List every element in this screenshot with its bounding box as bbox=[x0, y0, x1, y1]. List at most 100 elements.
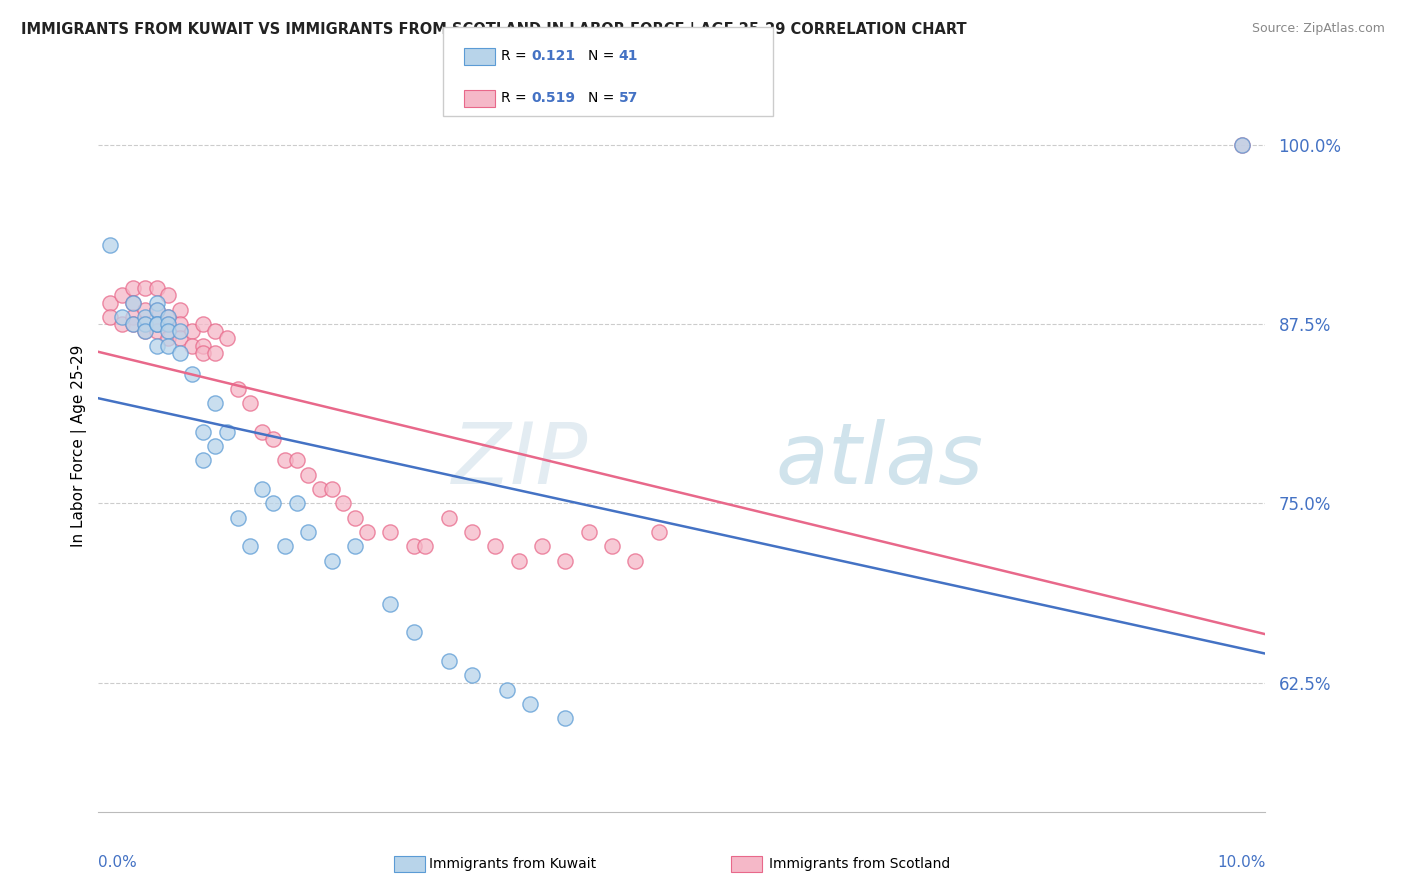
Point bbox=[157, 317, 180, 331]
Point bbox=[193, 317, 215, 331]
Point bbox=[193, 453, 215, 467]
Point bbox=[111, 310, 134, 324]
Point bbox=[134, 324, 156, 338]
Point bbox=[380, 597, 402, 611]
Point bbox=[274, 453, 297, 467]
Text: N =: N = bbox=[588, 49, 619, 63]
Point bbox=[169, 324, 191, 338]
Point bbox=[193, 425, 215, 439]
Point bbox=[146, 295, 169, 310]
Text: Source: ZipAtlas.com: Source: ZipAtlas.com bbox=[1251, 22, 1385, 36]
Point bbox=[380, 524, 402, 539]
Point bbox=[134, 281, 156, 295]
Text: ZIP: ZIP bbox=[453, 419, 589, 502]
Point bbox=[285, 496, 308, 510]
Point bbox=[146, 338, 169, 352]
Point bbox=[111, 288, 134, 302]
Point bbox=[146, 317, 169, 331]
Point bbox=[98, 238, 121, 252]
Text: 0.121: 0.121 bbox=[531, 49, 575, 63]
Point bbox=[239, 396, 262, 410]
Point bbox=[484, 540, 506, 554]
Point bbox=[647, 524, 669, 539]
Point bbox=[285, 453, 308, 467]
Point bbox=[204, 439, 226, 453]
Text: 0.519: 0.519 bbox=[531, 91, 575, 105]
Point bbox=[262, 496, 284, 510]
Text: N =: N = bbox=[588, 91, 619, 105]
Point bbox=[228, 382, 250, 396]
Point bbox=[437, 510, 460, 524]
Point bbox=[1230, 137, 1253, 152]
Text: Immigrants from Kuwait: Immigrants from Kuwait bbox=[429, 857, 596, 871]
Point bbox=[157, 310, 180, 324]
Point bbox=[122, 295, 145, 310]
Point bbox=[122, 317, 145, 331]
Point bbox=[624, 554, 647, 568]
Point bbox=[204, 396, 226, 410]
Point bbox=[134, 310, 156, 324]
Point bbox=[508, 554, 530, 568]
Point bbox=[356, 524, 378, 539]
Text: 10.0%: 10.0% bbox=[1218, 855, 1265, 870]
Point bbox=[461, 524, 484, 539]
Point bbox=[180, 368, 202, 382]
Point bbox=[321, 554, 343, 568]
Point bbox=[169, 331, 191, 345]
Point bbox=[554, 554, 576, 568]
Point bbox=[98, 295, 121, 310]
Point bbox=[122, 317, 145, 331]
Point bbox=[180, 338, 202, 352]
Point bbox=[413, 540, 436, 554]
Text: atlas: atlas bbox=[775, 419, 983, 502]
Point bbox=[519, 697, 541, 711]
Point bbox=[146, 302, 169, 317]
Point bbox=[228, 510, 250, 524]
Point bbox=[204, 345, 226, 359]
Point bbox=[262, 432, 284, 446]
Point bbox=[157, 310, 180, 324]
Point bbox=[169, 345, 191, 359]
Point bbox=[169, 302, 191, 317]
Point bbox=[193, 345, 215, 359]
Point bbox=[134, 302, 156, 317]
Point bbox=[496, 682, 519, 697]
Point bbox=[111, 317, 134, 331]
Point bbox=[250, 482, 273, 496]
Point bbox=[554, 711, 576, 725]
Point bbox=[530, 540, 553, 554]
Point bbox=[180, 324, 202, 338]
Text: Immigrants from Scotland: Immigrants from Scotland bbox=[769, 857, 950, 871]
Point bbox=[157, 288, 180, 302]
Point bbox=[157, 338, 180, 352]
Point bbox=[146, 317, 169, 331]
Point bbox=[122, 295, 145, 310]
Point bbox=[169, 317, 191, 331]
Point bbox=[193, 338, 215, 352]
Point bbox=[157, 317, 180, 331]
Text: IMMIGRANTS FROM KUWAIT VS IMMIGRANTS FROM SCOTLAND IN LABOR FORCE | AGE 25-29 CO: IMMIGRANTS FROM KUWAIT VS IMMIGRANTS FRO… bbox=[21, 22, 967, 38]
Point bbox=[297, 524, 319, 539]
Point bbox=[157, 331, 180, 345]
Text: 57: 57 bbox=[619, 91, 638, 105]
Point bbox=[122, 281, 145, 295]
Point bbox=[461, 668, 484, 682]
Point bbox=[250, 425, 273, 439]
Point bbox=[309, 482, 332, 496]
Point bbox=[344, 540, 367, 554]
Point bbox=[157, 324, 180, 338]
Point bbox=[146, 281, 169, 295]
Point bbox=[146, 317, 169, 331]
Point bbox=[98, 310, 121, 324]
Point bbox=[134, 324, 156, 338]
Point bbox=[215, 425, 238, 439]
Point bbox=[134, 317, 156, 331]
Text: 0.0%: 0.0% bbox=[98, 855, 138, 870]
Text: 41: 41 bbox=[619, 49, 638, 63]
Text: R =: R = bbox=[501, 91, 530, 105]
Point bbox=[578, 524, 600, 539]
Point bbox=[1230, 137, 1253, 152]
Point bbox=[297, 467, 319, 482]
Text: R =: R = bbox=[501, 49, 530, 63]
Point bbox=[332, 496, 354, 510]
